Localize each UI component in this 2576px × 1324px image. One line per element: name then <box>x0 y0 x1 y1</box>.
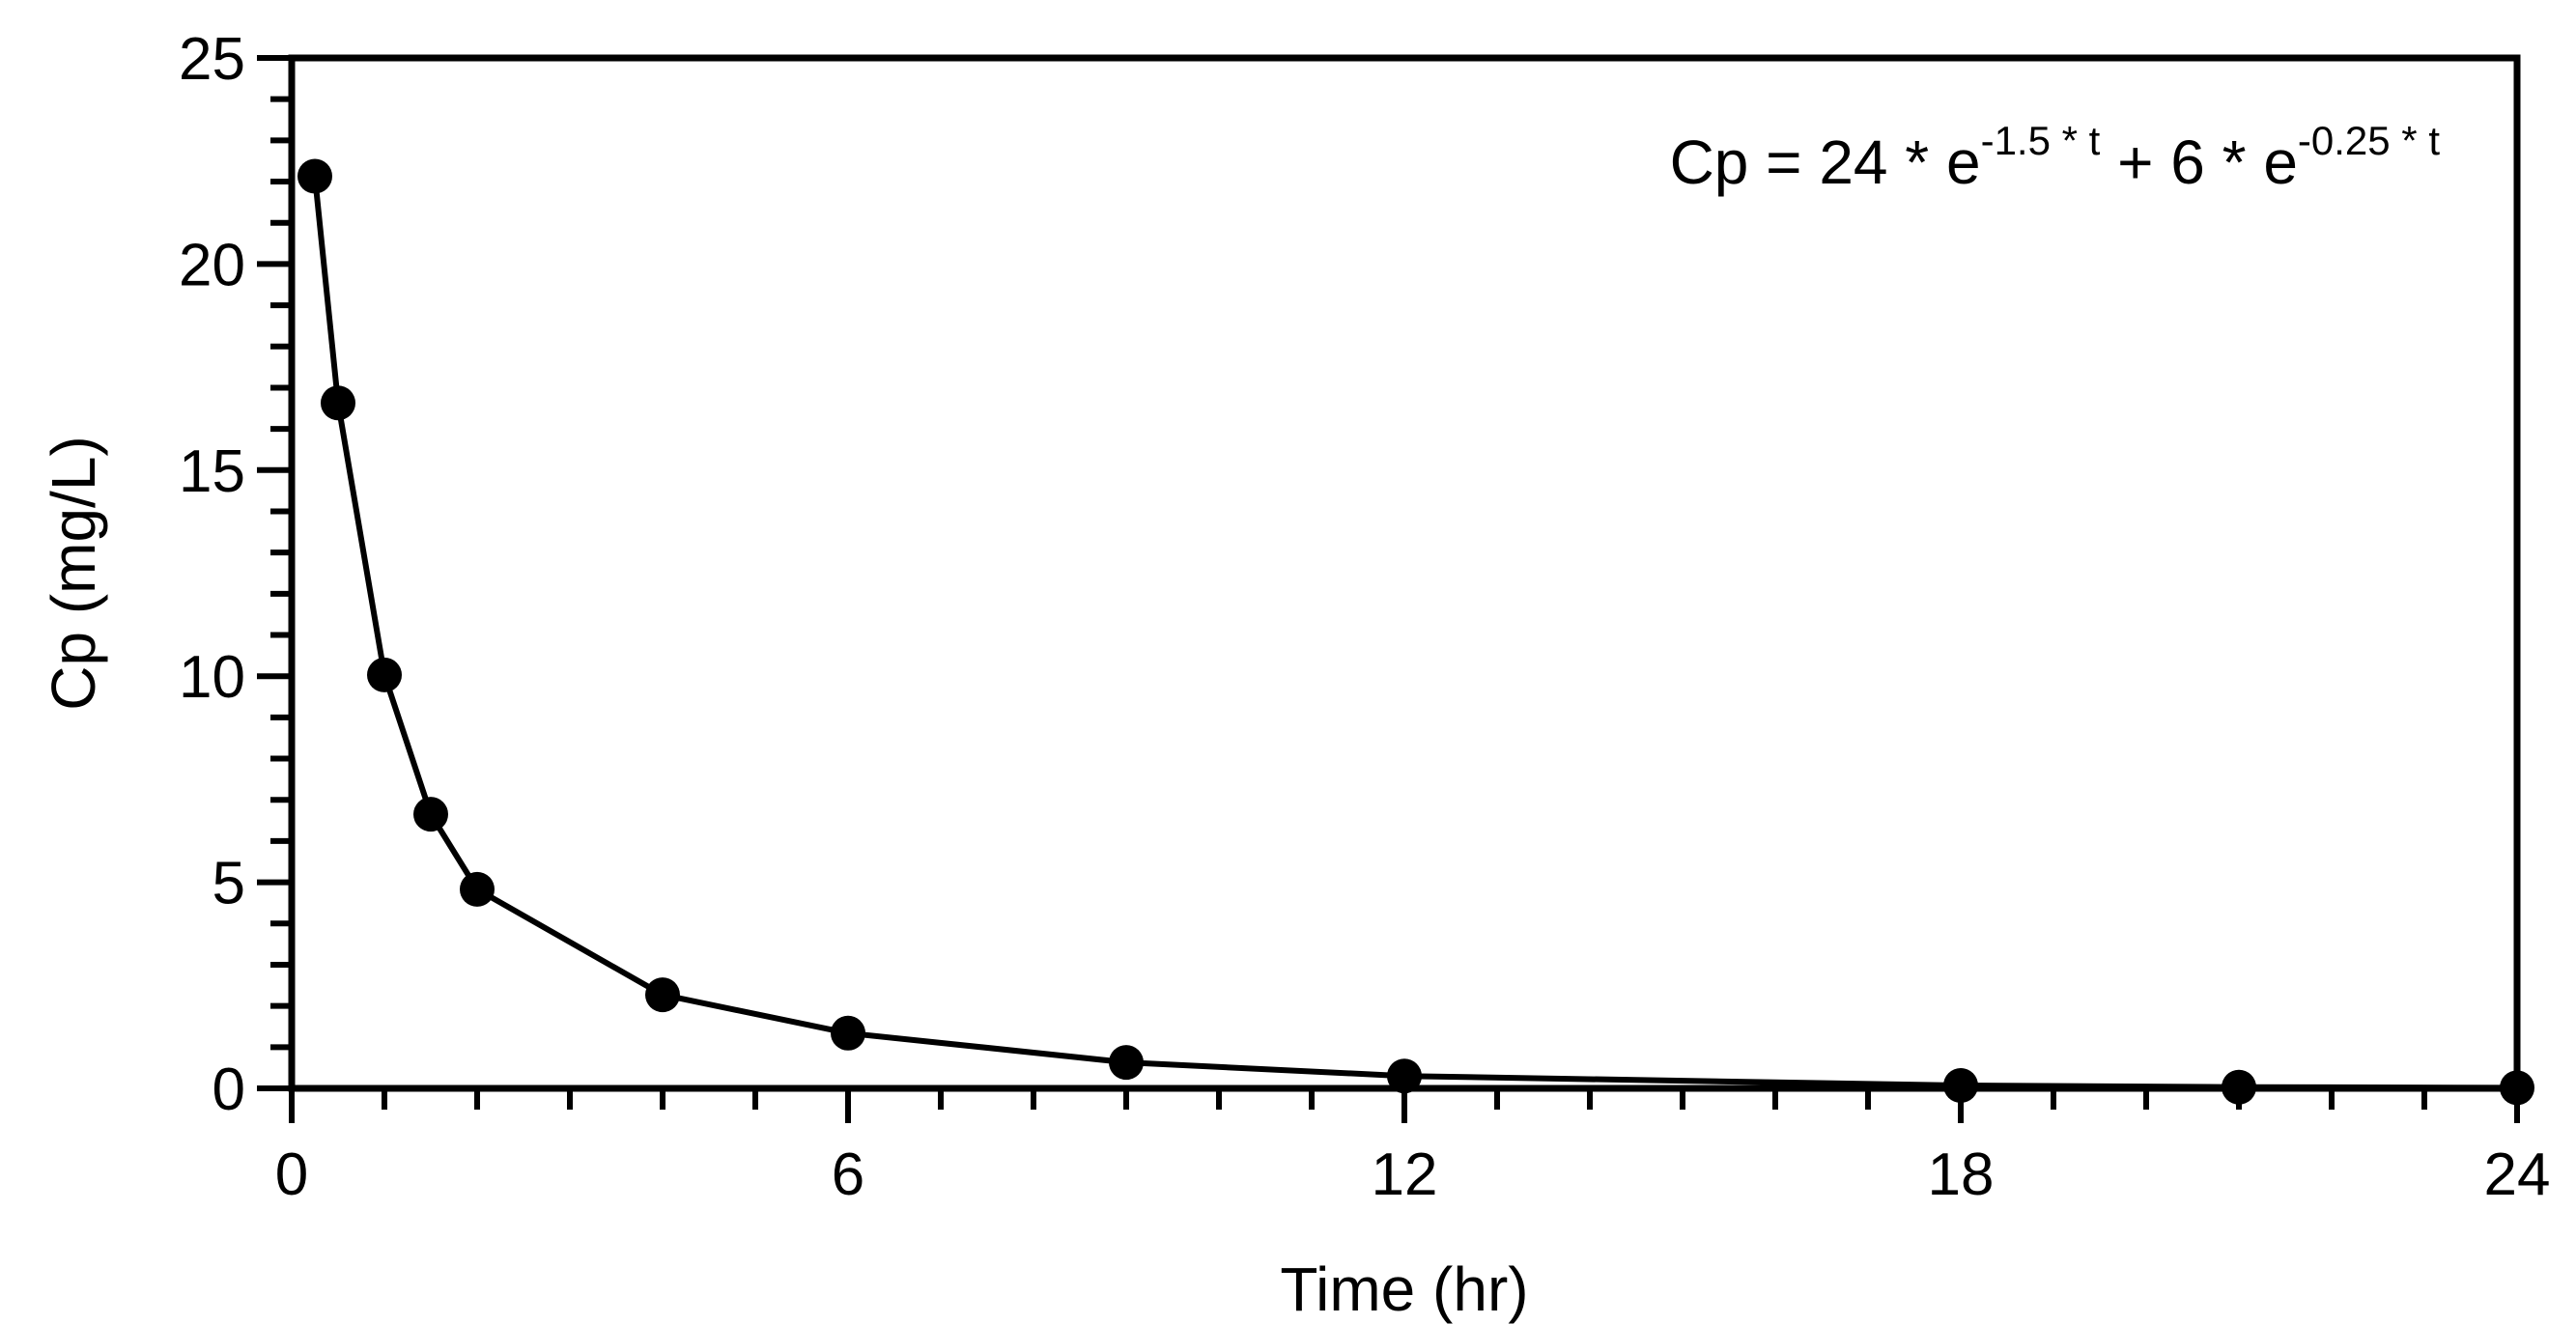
plot-frame <box>288 54 2521 1092</box>
y-axis-title: Cp (mg/L) <box>39 436 108 711</box>
x-tick-label: 12 <box>1372 1141 1438 1208</box>
x-tick-label: 0 <box>275 1141 308 1208</box>
data-point <box>297 158 332 194</box>
equation-exponent-2: -0.25 * t <box>2298 118 2440 163</box>
axis-ticks <box>257 55 2520 1123</box>
equation-part-1: Cp = 24 * e <box>1670 127 1981 197</box>
equation-exponent-1: -1.5 * t <box>1981 118 2101 163</box>
x-tick-label: 18 <box>1928 1141 1995 1208</box>
x-tick-label: 24 <box>2484 1141 2551 1208</box>
equation-part-2: + 6 * e <box>2100 127 2298 197</box>
data-point <box>413 797 448 832</box>
data-point <box>321 385 355 421</box>
data-point <box>831 1015 865 1051</box>
data-point <box>645 977 680 1013</box>
x-axis-title: Time (hr) <box>1280 1254 1528 1324</box>
data-point <box>1387 1058 1422 1094</box>
x-tick-label: 6 <box>832 1141 864 1208</box>
equation-annotation: Cp = 24 * e-1.5 * t + 6 * e-0.25 * t <box>1670 118 2441 197</box>
data-series <box>297 158 2534 1106</box>
y-tick-label: 10 <box>179 644 245 711</box>
y-tick-label: 15 <box>179 438 245 505</box>
data-point <box>1109 1045 1144 1081</box>
y-tick-label: 20 <box>179 232 245 298</box>
series-line <box>312 176 2518 1091</box>
data-point <box>460 871 495 907</box>
data-point <box>367 657 402 692</box>
tick-labels: 0 5 10 15 20 25 0 6 12 18 24 <box>179 26 2550 1208</box>
y-tick-label: 25 <box>179 26 245 93</box>
y-tick-label: 0 <box>212 1056 245 1123</box>
y-tick-label: 5 <box>212 851 245 917</box>
